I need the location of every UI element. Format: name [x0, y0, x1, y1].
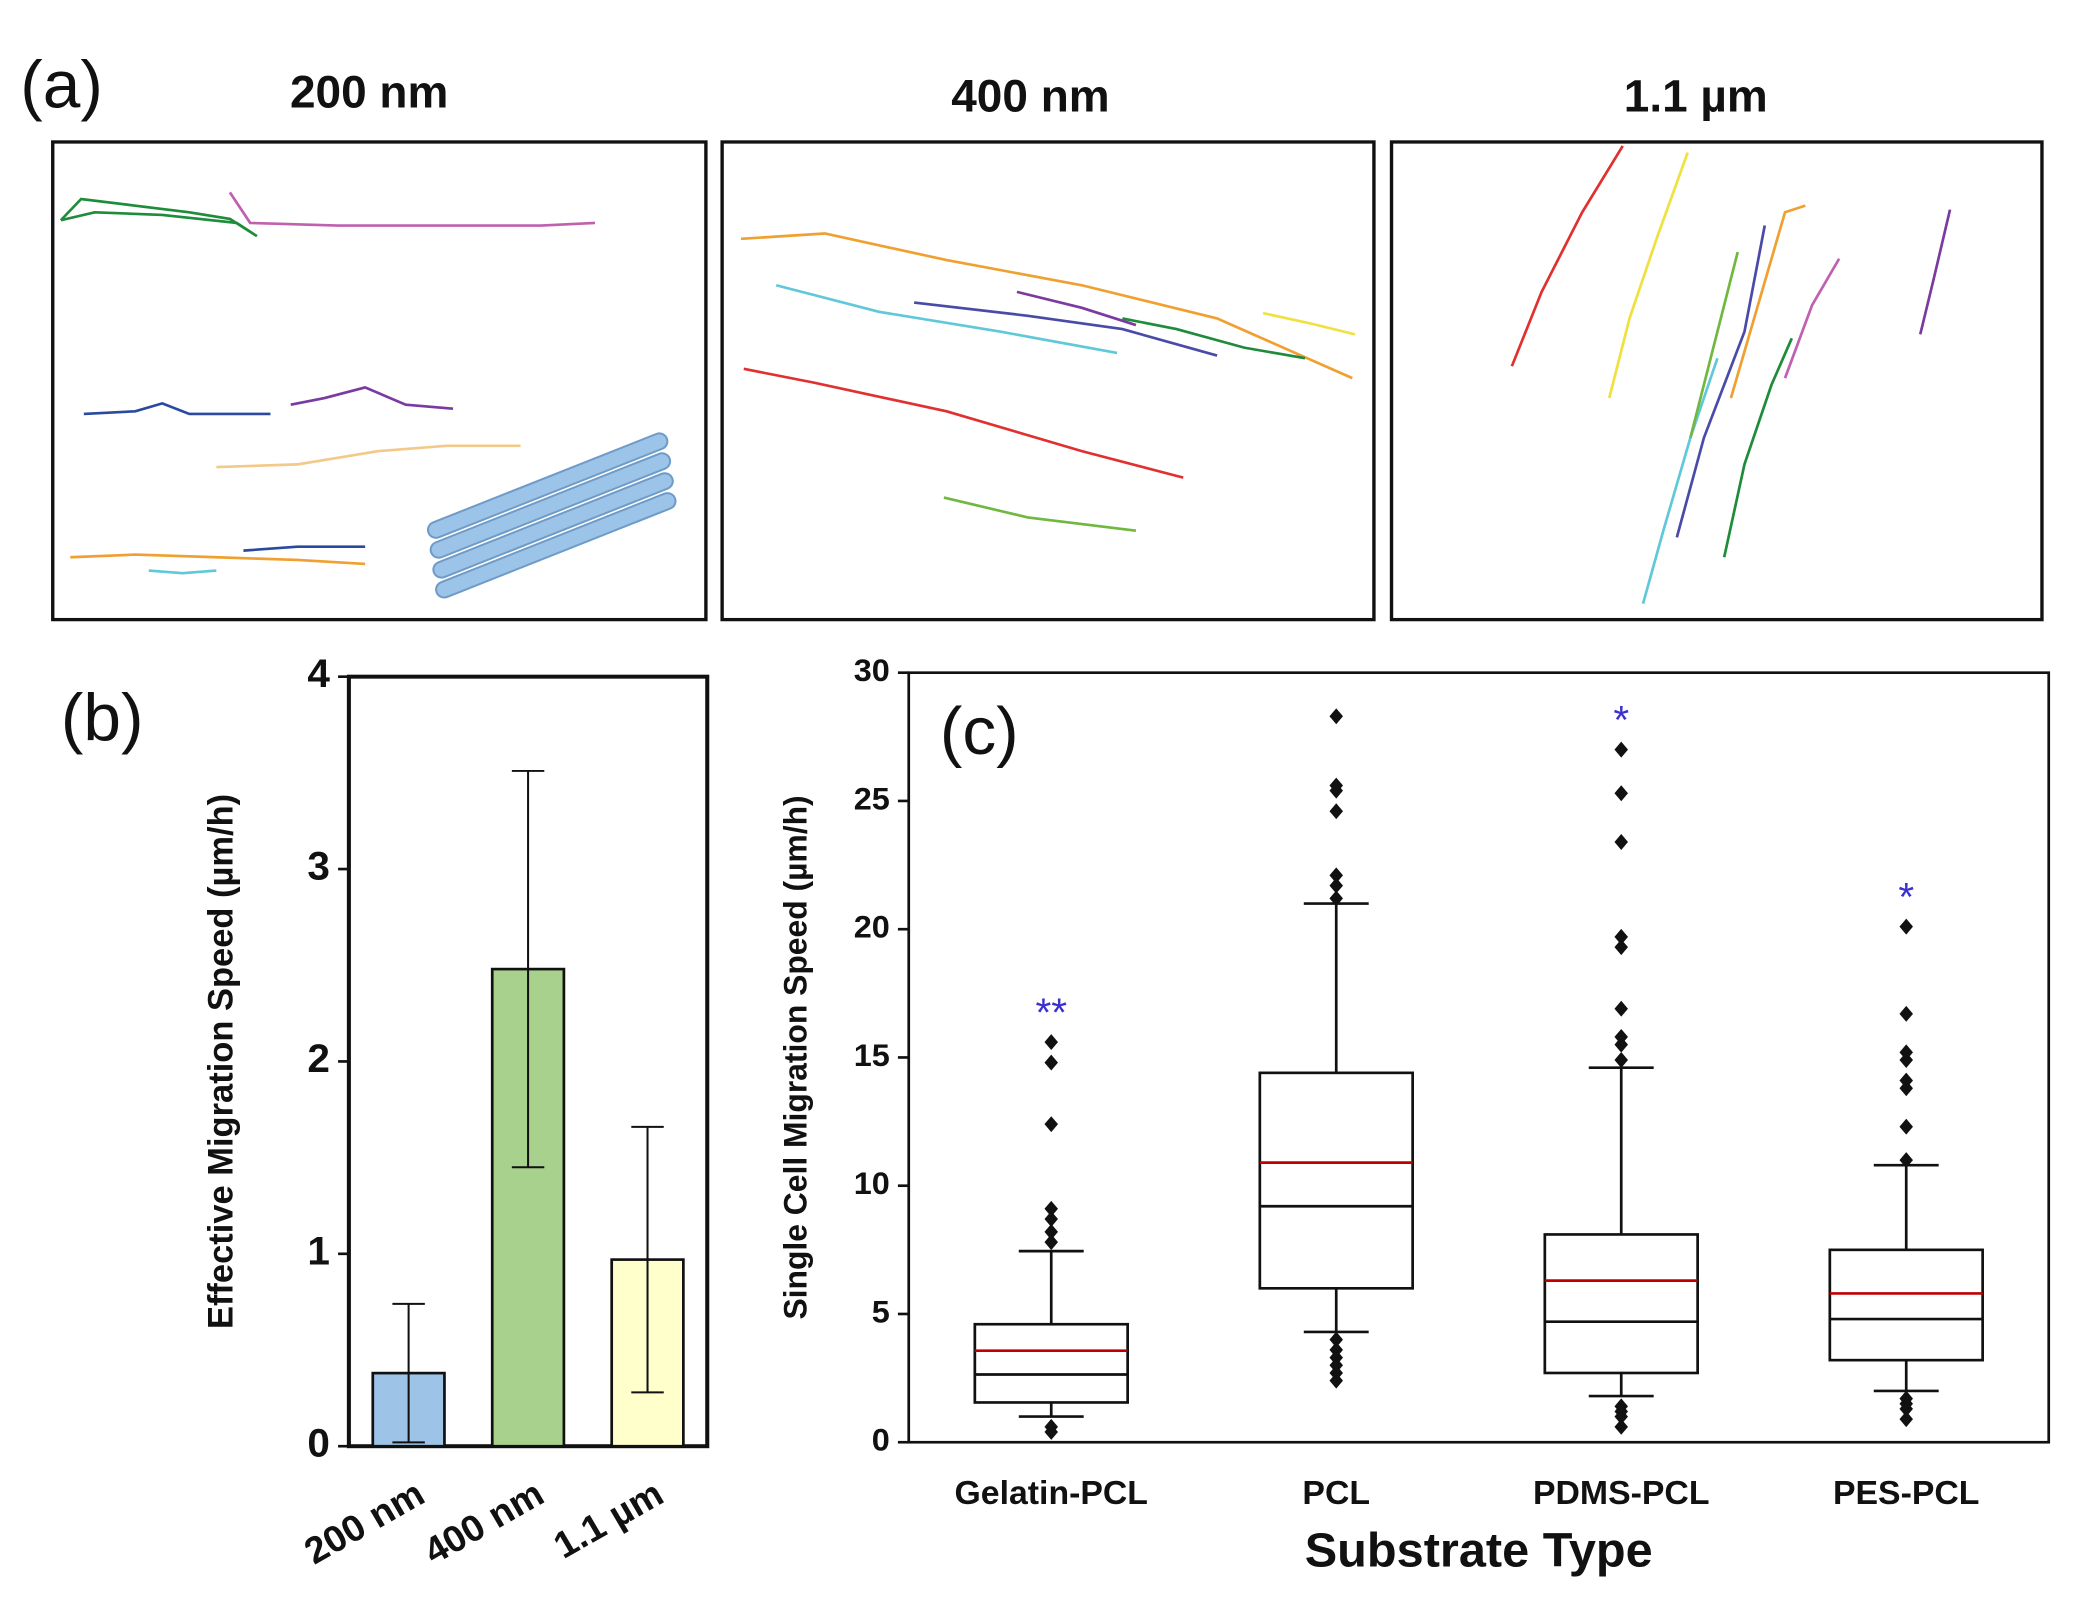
y-tick-label: 0	[307, 1421, 330, 1466]
x-tick-label: PES-PCL	[1833, 1475, 1979, 1512]
outlier	[1614, 1408, 1628, 1425]
y-tick-label: 4	[307, 652, 330, 697]
y-tick-label: 25	[854, 781, 890, 817]
y-tick-label: 30	[854, 652, 890, 688]
trajectories	[59, 145, 1952, 605]
outlier	[1614, 1028, 1628, 1045]
outlier	[1614, 785, 1628, 802]
significance: *	[1613, 698, 1629, 743]
y-tick-label: 15	[854, 1037, 890, 1073]
y-axis-label: Single Cell Migration Speed (µm/h)	[777, 795, 813, 1319]
outlier	[1899, 1118, 1913, 1135]
significance: **	[1035, 990, 1067, 1035]
x-tick-label: PCL	[1302, 1475, 1370, 1512]
outlier	[1899, 1411, 1913, 1428]
outlier	[1329, 1331, 1343, 1348]
x-tick-label: Gelatin-PCL	[955, 1475, 1148, 1512]
x-axis-label: Substrate Type	[1305, 1524, 1653, 1577]
outlier	[1044, 1223, 1059, 1240]
outlier	[1329, 803, 1343, 820]
outlier	[1329, 867, 1343, 884]
outlier	[1614, 741, 1628, 758]
outlier	[1044, 1034, 1059, 1051]
y-tick-label: 10	[854, 1165, 890, 1201]
outlier	[1329, 1372, 1343, 1389]
y-tick-label: 20	[854, 909, 890, 945]
y-tick-label: 5	[872, 1294, 890, 1330]
panel-title: 1.1 µm	[1624, 71, 1768, 122]
outlier	[1614, 834, 1628, 850]
box	[1828, 1248, 1984, 1362]
outlier	[1329, 777, 1343, 794]
box	[1258, 1071, 1414, 1290]
outlier	[1614, 928, 1628, 945]
box	[1543, 1233, 1699, 1375]
plot-frame	[907, 671, 2051, 1444]
significance: *	[1898, 875, 1914, 920]
y-tick-label: 0	[872, 1422, 890, 1458]
x-tick-label: 1.1 µm	[546, 1472, 670, 1566]
outlier	[1899, 918, 1913, 935]
panel-label: (c)	[940, 694, 1019, 768]
outlier	[1899, 1072, 1913, 1089]
y-tick-label: 1	[307, 1229, 330, 1274]
outlier	[1899, 1005, 1913, 1022]
box	[973, 1322, 1129, 1404]
panel-label: (a)	[20, 48, 103, 122]
outlier	[1614, 1052, 1628, 1068]
panel-title: 400 nm	[951, 71, 1109, 122]
outlier	[1329, 877, 1343, 894]
x-tick-label: PDMS-PCL	[1533, 1475, 1710, 1512]
outlier	[1899, 1152, 1913, 1169]
y-axis-label: Effective Migration Speed (µm/h)	[201, 794, 240, 1329]
x-tick-label: 200 nm	[297, 1472, 431, 1572]
panel-label: (b)	[61, 681, 144, 755]
x-tick-label: 400 nm	[416, 1472, 550, 1572]
outlier	[1899, 1044, 1913, 1061]
outlier	[1044, 1200, 1059, 1217]
outlier	[1614, 1000, 1628, 1017]
y-tick-label: 3	[307, 844, 330, 889]
track-frames	[51, 140, 2044, 622]
outlier	[1329, 890, 1343, 907]
panel-title: 200 nm	[290, 67, 448, 118]
outlier	[1899, 1400, 1913, 1417]
outlier	[1044, 1116, 1059, 1133]
outlier	[1614, 1418, 1628, 1435]
outlier	[1044, 1211, 1059, 1228]
y-tick-label: 2	[307, 1036, 330, 1081]
outlier	[1614, 939, 1628, 956]
outlier	[1044, 1054, 1059, 1071]
outlier	[1329, 708, 1343, 725]
